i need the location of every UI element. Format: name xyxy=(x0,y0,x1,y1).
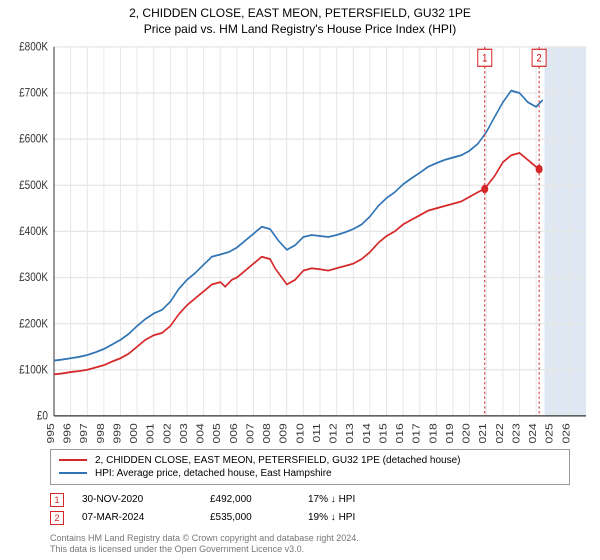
svg-text:£600K: £600K xyxy=(19,133,48,146)
svg-text:2017: 2017 xyxy=(412,423,423,442)
svg-text:2002: 2002 xyxy=(162,423,173,442)
svg-text:1998: 1998 xyxy=(96,423,107,442)
transaction-row: 1 30-NOV-2020 £492,000 17% ↓ HPI xyxy=(50,491,570,509)
svg-text:2020: 2020 xyxy=(462,423,473,442)
chart-title-address: 2, CHIDDEN CLOSE, EAST MEON, PETERSFIELD… xyxy=(10,6,590,20)
legend-item: HPI: Average price, detached house, East… xyxy=(59,467,561,480)
svg-text:1995: 1995 xyxy=(46,423,57,442)
line-chart: £0 £100K £200K £300K £400K £500K £600K £700K £80… xyxy=(10,42,590,443)
transaction-delta: 17% ↓ HPI xyxy=(308,494,408,505)
transaction-marker: 2 xyxy=(50,511,64,525)
svg-text:2023: 2023 xyxy=(511,423,522,442)
svg-text:2018: 2018 xyxy=(428,423,439,442)
svg-text:2007: 2007 xyxy=(245,423,256,442)
attribution-footer: Contains HM Land Registry data © Crown c… xyxy=(50,533,570,556)
chart-subtitle: Price paid vs. HM Land Registry's House … xyxy=(10,22,590,36)
legend-swatch xyxy=(59,472,87,474)
svg-text:2014: 2014 xyxy=(362,423,373,442)
svg-text:2003: 2003 xyxy=(179,423,190,442)
transaction-marker: 1 xyxy=(50,493,64,507)
svg-text:2019: 2019 xyxy=(445,423,456,442)
svg-text:£800K: £800K xyxy=(19,42,48,54)
transaction-price: £492,000 xyxy=(210,494,290,505)
svg-text:1: 1 xyxy=(482,53,487,65)
svg-text:£300K: £300K xyxy=(19,271,48,284)
svg-text:2016: 2016 xyxy=(395,423,406,442)
svg-text:2004: 2004 xyxy=(196,423,207,442)
legend-swatch xyxy=(59,459,87,461)
svg-text:2009: 2009 xyxy=(279,423,290,442)
svg-text:£100K: £100K xyxy=(19,364,48,377)
svg-text:2024: 2024 xyxy=(528,423,539,442)
svg-text:2012: 2012 xyxy=(329,423,340,442)
svg-text:2013: 2013 xyxy=(345,423,356,442)
svg-text:£500K: £500K xyxy=(19,179,48,192)
legend-label: 2, CHIDDEN CLOSE, EAST MEON, PETERSFIELD… xyxy=(95,455,461,466)
svg-text:2011: 2011 xyxy=(312,423,323,442)
svg-text:2: 2 xyxy=(537,53,542,65)
svg-text:2006: 2006 xyxy=(229,423,240,442)
svg-text:2026: 2026 xyxy=(561,423,572,442)
transaction-delta: 19% ↓ HPI xyxy=(308,512,408,523)
svg-text:2022: 2022 xyxy=(495,423,506,442)
footer-line: This data is licensed under the Open Gov… xyxy=(50,544,570,556)
svg-text:1997: 1997 xyxy=(79,423,90,442)
svg-text:£400K: £400K xyxy=(19,225,48,238)
svg-text:2000: 2000 xyxy=(129,423,140,442)
transaction-date: 07-MAR-2024 xyxy=(82,512,192,523)
legend: 2, CHIDDEN CLOSE, EAST MEON, PETERSFIELD… xyxy=(50,449,570,485)
legend-item: 2, CHIDDEN CLOSE, EAST MEON, PETERSFIELD… xyxy=(59,454,561,467)
svg-text:2001: 2001 xyxy=(146,423,157,442)
transactions-table: 1 30-NOV-2020 £492,000 17% ↓ HPI 2 07-MAR-202… xyxy=(50,491,570,527)
svg-text:2021: 2021 xyxy=(478,423,489,442)
svg-text:2010: 2010 xyxy=(295,423,306,442)
svg-text:£700K: £700K xyxy=(19,87,48,100)
legend-label: HPI: Average price, detached house, East… xyxy=(95,468,332,479)
svg-text:1996: 1996 xyxy=(63,423,74,442)
svg-text:£200K: £200K xyxy=(19,317,48,330)
svg-text:£0: £0 xyxy=(37,410,48,423)
chart-canvas: £0 £100K £200K £300K £400K £500K £600K £700K £80… xyxy=(10,42,590,443)
svg-text:1999: 1999 xyxy=(112,423,123,442)
transaction-row: 2 07-MAR-2024 £535,000 19% ↓ HPI xyxy=(50,509,570,527)
svg-text:2025: 2025 xyxy=(545,423,556,442)
transaction-price: £535,000 xyxy=(210,512,290,523)
svg-text:2008: 2008 xyxy=(262,423,273,442)
footer-line: Contains HM Land Registry data © Crown c… xyxy=(50,533,570,545)
transaction-date: 30-NOV-2020 xyxy=(82,494,192,505)
svg-text:2005: 2005 xyxy=(212,423,223,442)
svg-text:2015: 2015 xyxy=(378,423,389,442)
